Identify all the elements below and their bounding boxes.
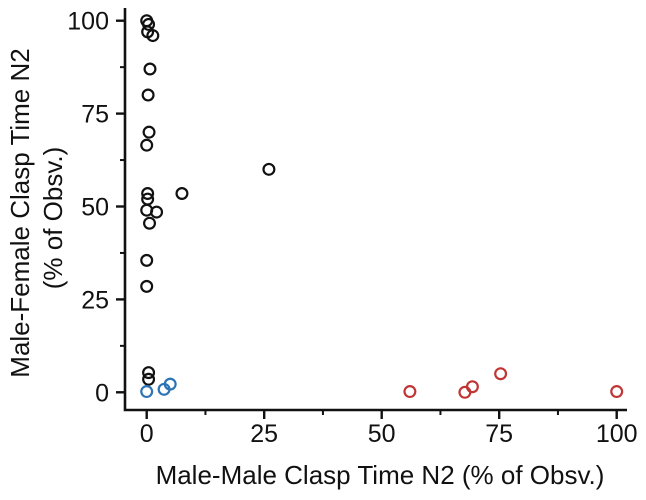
y-tick-label: 50: [81, 194, 109, 222]
axes: [116, 8, 627, 419]
data-point: [142, 366, 156, 380]
data-point: [141, 186, 155, 200]
x-axis-label: Male-Male Clasp Time N2 (% of Obsv.): [156, 460, 605, 490]
data-point: [142, 17, 156, 31]
x-tick-label: 50: [368, 420, 396, 448]
y-tick-label: 25: [81, 286, 109, 314]
data-point: [458, 385, 472, 399]
x-tick-label: 25: [250, 420, 278, 448]
series-black: [140, 14, 276, 386]
data-point: [150, 205, 164, 219]
y-tick-label: 100: [67, 8, 109, 36]
y-axis-label-line-2: (% of Obsv.): [38, 147, 68, 290]
data-point: [143, 216, 157, 230]
data-points: [140, 14, 624, 399]
data-point: [142, 372, 156, 386]
data-point: [465, 380, 479, 394]
data-point: [143, 62, 157, 76]
data-point: [262, 162, 276, 176]
x-tick-label: 100: [596, 420, 638, 448]
data-point: [140, 138, 154, 152]
data-point: [163, 377, 177, 391]
series-blue: [140, 377, 177, 399]
x-tick-label: 0: [140, 420, 154, 448]
data-point: [610, 385, 624, 399]
y-tick-label: 0: [95, 379, 109, 407]
series-red: [403, 367, 624, 399]
data-point: [140, 253, 154, 267]
data-point: [140, 279, 154, 293]
y-tick-label: 75: [81, 101, 109, 129]
y-axis-label-line-1: Male-Female Clasp Time N2: [5, 48, 35, 377]
data-point: [403, 385, 417, 399]
data-point: [142, 125, 156, 139]
data-point: [141, 88, 155, 102]
data-point: [140, 385, 154, 399]
tick-labels: 0 25 50 75 100 0 25 50 75 100: [67, 8, 637, 448]
axis-spines: [123, 8, 627, 412]
data-point: [175, 186, 189, 200]
x-tick-label: 75: [485, 420, 513, 448]
data-point: [494, 367, 508, 381]
data-point: [146, 29, 160, 43]
